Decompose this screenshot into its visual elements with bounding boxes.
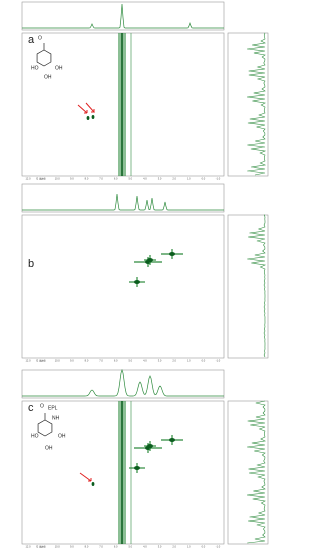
cross-peak — [147, 258, 153, 262]
top-trace — [22, 193, 224, 211]
x-tick-label: 10.0 — [55, 545, 61, 549]
x-tick-label: 4.0 — [143, 177, 147, 181]
x-axis-title: f2 (ppm) — [36, 359, 46, 363]
red-arrow — [79, 472, 92, 482]
x-tick-label: 8.0 — [85, 359, 89, 363]
benzene-ring — [37, 419, 53, 437]
oh-cross-peak — [91, 115, 95, 119]
side-projection-frame — [227, 214, 269, 359]
x-tick-label: 3.0 — [158, 545, 162, 549]
top-projection-frame — [21, 1, 225, 31]
oh-cross-peak — [91, 482, 95, 486]
x-tick-label: 10.0 — [55, 359, 61, 363]
benzene-ring — [36, 49, 52, 67]
x-tick-label: 3.0 — [158, 177, 162, 181]
cross-peak — [134, 466, 140, 470]
x-tick-label: 7.0 — [99, 545, 103, 549]
spectrum-frame — [21, 214, 225, 359]
x-tick-label: 4.0 — [143, 359, 147, 363]
x-tick-label: 1.0 — [187, 545, 191, 549]
x-tick-label: -1.0 — [216, 359, 221, 363]
x-tick-label: 6.0 — [114, 177, 118, 181]
side-trace — [246, 400, 267, 544]
cross-peak — [147, 444, 153, 448]
x-tick-label: 4.0 — [143, 545, 147, 549]
structure-label: O — [38, 35, 42, 41]
x-axis-title: f2 (ppm) — [36, 177, 46, 181]
x-tick-label: 1.0 — [187, 177, 191, 181]
structure-label: NH — [52, 415, 60, 421]
cross-peak — [134, 280, 140, 284]
top-trace — [22, 3, 224, 29]
red-arrow — [85, 102, 96, 113]
side-projection-frame — [227, 32, 269, 177]
structure-label: HO — [31, 433, 39, 439]
x-tick-label: 0.0 — [202, 177, 206, 181]
x-tick-label: 7.0 — [99, 177, 103, 181]
x-tick-label: 8.0 — [85, 177, 89, 181]
x-tick-label: 0.0 — [202, 359, 206, 363]
cross-peak — [169, 252, 175, 256]
x-tick-label: 10.0 — [55, 177, 61, 181]
x-tick-label: 0.0 — [202, 545, 206, 549]
x-tick-label: 5.0 — [129, 177, 133, 181]
x-tick-label: 12.0 — [25, 359, 31, 363]
structure-label: OH — [55, 65, 63, 71]
cross-peak — [169, 438, 175, 442]
x-tick-label: 2.0 — [172, 359, 176, 363]
oh-cross-peak — [86, 116, 90, 120]
structure-label: O — [40, 403, 44, 409]
top-projection-frame — [21, 183, 225, 213]
x-tick-label: 9.0 — [70, 359, 74, 363]
side-trace — [247, 214, 267, 358]
x-tick-label: 12.0 — [25, 545, 31, 549]
x-tick-label: 8.0 — [85, 545, 89, 549]
x-tick-label: 9.0 — [70, 177, 74, 181]
x-tick-label: -1.0 — [216, 177, 221, 181]
x-tick-label: -1.0 — [216, 545, 221, 549]
panel-label: c — [28, 402, 34, 414]
panel: c O EPL NH HO OH OH 12.0 11.0 10.0 9.0 8.0 7.0 6.0 5.0… — [21, 368, 269, 549]
top-trace — [22, 368, 224, 397]
panel-label: b — [28, 258, 34, 270]
x-axis-title: f2 (ppm) — [36, 545, 46, 549]
panel-label: a — [28, 34, 35, 46]
x-tick-label: 11.0 — [40, 545, 45, 549]
x-tick-label: 12.0 — [25, 177, 31, 181]
x-tick-label: 5.0 — [129, 545, 133, 549]
x-tick-label: 2.0 — [172, 545, 176, 549]
structure-label: OH — [58, 433, 66, 439]
panel: b 12.0 11.0 10.0 9.0 8.0 7.0 6.0 5.0 4.0 3.0 2.0 1.0… — [21, 183, 269, 363]
x-tick-label: 9.0 — [70, 545, 74, 549]
structure-label: OH — [45, 445, 53, 451]
side-projection-frame — [227, 400, 269, 545]
x-tick-label: 5.0 — [129, 359, 133, 363]
x-tick-label: 11.0 — [40, 359, 45, 363]
x-tick-label: 1.0 — [187, 359, 191, 363]
x-tick-label: 6.0 — [114, 359, 118, 363]
x-tick-label: 11.0 — [40, 177, 45, 181]
structure-label: EPL — [48, 405, 58, 411]
x-tick-label: 7.0 — [99, 359, 103, 363]
x-tick-label: 3.0 — [158, 359, 162, 363]
structure-label: OH — [44, 74, 52, 80]
x-tick-label: 6.0 — [114, 545, 118, 549]
structure-label: HO — [31, 65, 39, 71]
x-tick-label: 2.0 — [172, 177, 176, 181]
side-trace — [246, 32, 267, 176]
top-projection-frame — [21, 369, 225, 399]
red-arrow — [77, 104, 88, 114]
